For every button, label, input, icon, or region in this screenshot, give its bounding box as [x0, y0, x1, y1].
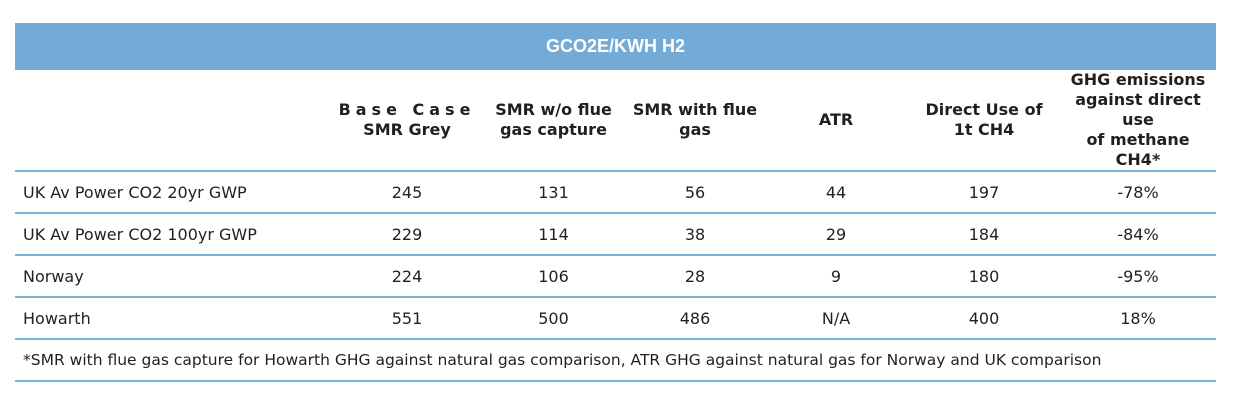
table-cell: 229	[333, 213, 481, 256]
row-label: Norway	[15, 255, 333, 298]
table-cell: 18%	[1060, 297, 1216, 340]
emissions-table: Base Case SMR Grey SMR w/o flue gas capt…	[15, 70, 1216, 382]
table-cell: 245	[333, 171, 481, 214]
table-row: UK Av Power CO2 100yr GWP 229 114 38 29 …	[15, 213, 1216, 256]
table-cell: 131	[481, 171, 626, 214]
table-footnote: *SMR with flue gas capture for Howarth G…	[15, 339, 1216, 382]
emissions-table-panel: GCO2E/KWH H2 Base Case SMR Grey SMR w/o …	[15, 23, 1216, 382]
table-cell: 114	[481, 213, 626, 256]
column-header-line: gas capture	[500, 120, 607, 139]
table-cell: -78%	[1060, 171, 1216, 214]
table-row: Norway 224 106 28 9 180 -95%	[15, 255, 1216, 298]
footnote-row: *SMR with flue gas capture for Howarth G…	[15, 339, 1216, 382]
column-header-line: SMR w/o flue	[495, 100, 612, 119]
column-header-line: 1t CH4	[953, 120, 1015, 139]
column-header-line: SMR Grey	[363, 120, 451, 139]
table-cell: 500	[481, 297, 626, 340]
table-cell: 551	[333, 297, 481, 340]
column-header: SMR with flue gas	[626, 70, 764, 172]
row-label: Howarth	[15, 297, 333, 340]
table-cell: 197	[908, 171, 1060, 214]
table-cell: 180	[908, 255, 1060, 298]
column-header-line: gas	[679, 120, 711, 139]
table-row: Howarth 551 500 486 N/A 400 18%	[15, 297, 1216, 340]
column-header-line: Direct Use of	[925, 100, 1043, 119]
column-header-line: Base Case	[338, 100, 476, 119]
table-cell: 486	[626, 297, 764, 340]
column-header: ATR	[764, 70, 908, 172]
column-header: Direct Use of 1t CH4	[908, 70, 1060, 172]
table-cell: 28	[626, 255, 764, 298]
column-header-line: GHG emissions	[1070, 70, 1206, 89]
column-header: SMR w/o flue gas capture	[481, 70, 626, 172]
table-cell: 9	[764, 255, 908, 298]
column-header-line: against direct use	[1075, 90, 1201, 129]
table-cell: -95%	[1060, 255, 1216, 298]
table-cell: 44	[764, 171, 908, 214]
column-header-line: ATR	[818, 110, 854, 129]
table-cell: N/A	[764, 297, 908, 340]
column-header	[15, 70, 333, 172]
table-cell: 38	[626, 213, 764, 256]
column-header-line: of methane CH4*	[1086, 130, 1190, 169]
column-header: Base Case SMR Grey	[333, 70, 481, 172]
column-header: GHG emissions against direct use of meth…	[1060, 70, 1216, 172]
table-cell: -84%	[1060, 213, 1216, 256]
table-title: GCO2E/KWH H2	[545, 36, 686, 56]
table-row: UK Av Power CO2 20yr GWP 245 131 56 44 1…	[15, 171, 1216, 214]
table-title-band: GCO2E/KWH H2	[15, 23, 1216, 70]
column-header-line: SMR with flue	[632, 100, 758, 119]
row-label: UK Av Power CO2 20yr GWP	[15, 171, 333, 214]
table-cell: 224	[333, 255, 481, 298]
header-row: Base Case SMR Grey SMR w/o flue gas capt…	[15, 70, 1216, 172]
table-cell: 184	[908, 213, 1060, 256]
table-cell: 56	[626, 171, 764, 214]
table-cell: 400	[908, 297, 1060, 340]
row-label: UK Av Power CO2 100yr GWP	[15, 213, 333, 256]
table-cell: 29	[764, 213, 908, 256]
table-cell: 106	[481, 255, 626, 298]
